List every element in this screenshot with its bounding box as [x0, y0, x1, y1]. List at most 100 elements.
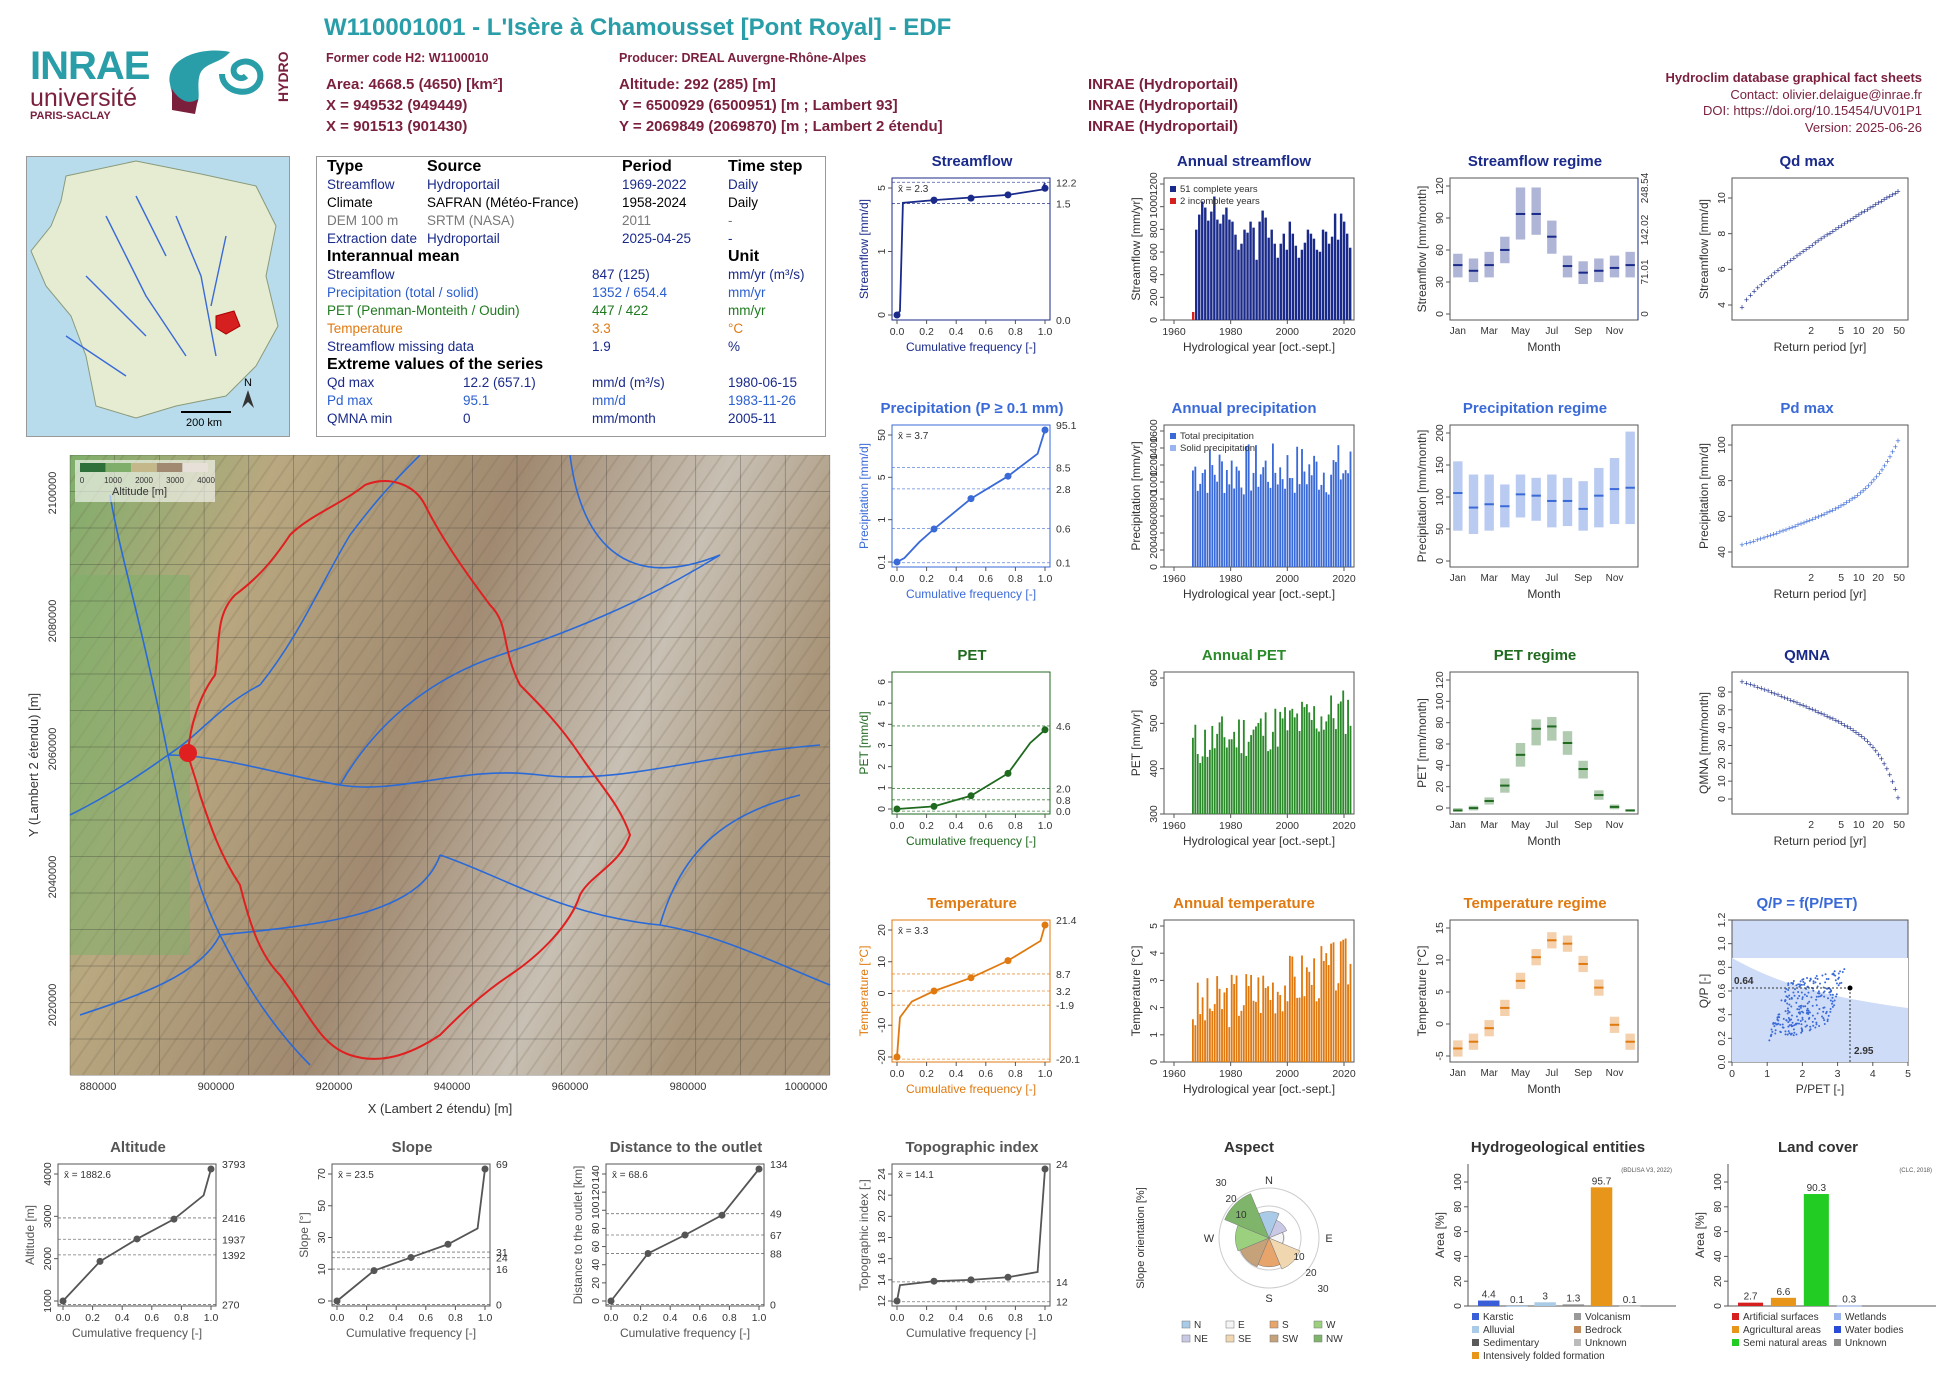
data-point [1815, 974, 1818, 977]
data-point [1819, 995, 1822, 998]
mean-unit: % [728, 339, 741, 354]
mean-label: PET (Penman-Monteith / Oudin) [327, 303, 520, 318]
chart-title: Annual precipitation [1171, 400, 1316, 417]
y-tick-label: 0 [876, 312, 888, 318]
y-tick-label: 100 [1452, 1173, 1464, 1191]
contact[interactable]: Contact: olivier.delaigue@inrae.fr [1730, 86, 1922, 102]
plot-frame [1449, 919, 1639, 1063]
y-tick-label: 50 [876, 429, 888, 441]
y-tick-label: 22 [876, 1189, 888, 1201]
y-tick-label: 80 [1712, 1201, 1724, 1213]
data-point: + [1830, 714, 1835, 724]
bar [1204, 469, 1206, 567]
bar [1321, 229, 1325, 320]
chart-title: Altitude [110, 1139, 166, 1156]
legend-label: Sedimentary [1483, 1338, 1539, 1349]
bar [1262, 467, 1265, 567]
quantile-point [893, 558, 901, 566]
data-point: + [1836, 223, 1841, 233]
bar [1211, 1011, 1214, 1062]
extreme-label: Pd max [327, 393, 373, 408]
data-point: + [1810, 705, 1815, 715]
data-point: + [1755, 682, 1760, 692]
info-row-period: 1969-2022 [622, 177, 687, 192]
data-point [1795, 1001, 1798, 1004]
plot-frame [1731, 177, 1909, 321]
direction-label: W [1204, 1233, 1215, 1245]
data-point [1809, 977, 1812, 980]
bar [1219, 223, 1222, 320]
data-point [1779, 1031, 1782, 1034]
legend-swatch [1181, 1320, 1191, 1329]
bar [1237, 249, 1240, 320]
temp_regime-chart: Temperature regime Jan Mar May Jul Sep Nov -5 0 5… [1415, 895, 1639, 1096]
y-tick-label: 0 [1434, 1021, 1446, 1027]
data-point [1827, 1014, 1830, 1017]
data-point [1812, 982, 1815, 985]
bar [1347, 473, 1349, 567]
data-point [1811, 1004, 1814, 1007]
x-tick-label: 1.0 [1038, 820, 1053, 832]
y-tick-label: 15 [1434, 922, 1446, 934]
bar [1270, 229, 1273, 320]
data-point [1806, 976, 1809, 979]
extreme-date: 1980-06-15 [728, 375, 798, 390]
x-tick-label: Jul [1545, 573, 1558, 584]
data-point [1818, 1024, 1821, 1027]
data-point: + [1804, 517, 1809, 527]
quantile-point [644, 1249, 652, 1257]
data-point: + [1838, 501, 1843, 511]
x-tick-label: 0.4 [949, 1068, 964, 1080]
x-tick-label: 4 [1870, 1068, 1876, 1080]
unit-header: Unit [728, 248, 760, 265]
bar [1257, 486, 1260, 567]
mean-label: Temperature [327, 321, 403, 336]
data-point [1802, 1005, 1805, 1008]
producer: Producer: DREAL Auvergne-Rhône-Alpes [619, 51, 867, 65]
quantile-point [681, 1231, 689, 1239]
data-point: + [1830, 505, 1835, 515]
data-point: + [1836, 717, 1841, 727]
data-point: + [1769, 688, 1774, 698]
data-point: + [1850, 494, 1855, 504]
bar [1233, 731, 1236, 814]
right-tick-label: 95.1 [1056, 420, 1077, 432]
annual_temp-chart: Annual temperature 1960 1980 2000 2020 0 1 2 3 4 5… [1129, 895, 1356, 1096]
north-arrow-icon [242, 390, 254, 408]
mean-label: x̄ = 14.1 [898, 1170, 934, 1181]
data-point [1800, 1023, 1803, 1026]
bar [1348, 247, 1352, 320]
legend-label: S [1282, 1320, 1289, 1331]
quantile-point [444, 1240, 452, 1248]
bar [1349, 451, 1352, 567]
map-ytick: 2080000 [47, 600, 59, 643]
bar [1282, 233, 1285, 320]
bar [1298, 997, 1301, 1062]
doi[interactable]: DOI: https://doi.org/10.15454/UV01P1 [1703, 103, 1922, 118]
data-point: + [1789, 523, 1794, 533]
bar [1345, 233, 1349, 320]
legend-swatch [1170, 445, 1176, 451]
y-tick-label: 500 [1148, 714, 1160, 732]
map-xtick: 980000 [670, 1081, 707, 1093]
y-tick-label: 1 [876, 248, 888, 254]
x-tick-label: 1980 [1219, 573, 1243, 585]
quantile-point [967, 194, 975, 202]
mean-point [1847, 985, 1853, 991]
chart-title: QMNA [1784, 647, 1830, 664]
river-network [69, 455, 831, 1066]
bar [1322, 472, 1325, 567]
data-point [1787, 982, 1790, 985]
right-tick-label: 14 [1056, 1277, 1068, 1289]
bar [1218, 722, 1221, 814]
bar [1284, 488, 1286, 567]
ring [1218, 1187, 1320, 1289]
x-tick-label: 20 [1872, 819, 1884, 831]
data-point: + [1765, 274, 1770, 284]
bar [1288, 221, 1292, 320]
data-point [1792, 1034, 1795, 1037]
data-point: + [1884, 764, 1889, 774]
x-tick-label: Mar [1481, 1068, 1499, 1079]
data-point [1801, 1016, 1804, 1019]
x-tick-label: 1980 [1219, 820, 1243, 832]
